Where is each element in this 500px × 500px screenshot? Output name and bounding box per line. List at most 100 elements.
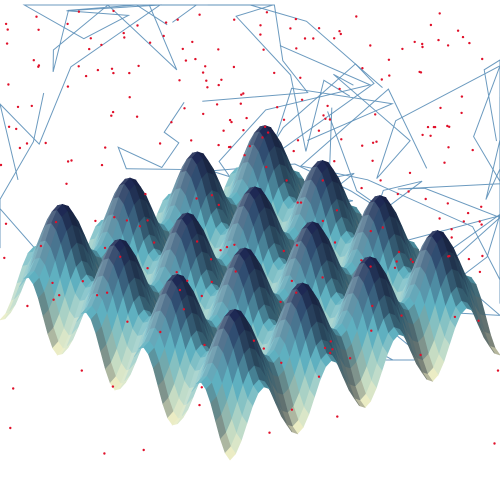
- dot: [5, 42, 9, 45]
- dot: [158, 142, 162, 145]
- dot: [204, 65, 207, 68]
- dot: [0, 163, 3, 167]
- dot: [181, 47, 184, 51]
- dot: [295, 47, 298, 50]
- dot: [30, 104, 33, 108]
- dot: [375, 140, 378, 143]
- dot: [111, 385, 115, 388]
- dot: [26, 304, 29, 308]
- dot: [481, 254, 484, 258]
- dot: [478, 220, 481, 223]
- dot: [94, 219, 97, 223]
- dot: [379, 179, 382, 182]
- dot: [371, 141, 375, 144]
- dot: [228, 118, 232, 122]
- wire-line: [397, 96, 500, 282]
- dot: [355, 15, 358, 18]
- dot: [371, 304, 374, 308]
- dot: [421, 42, 424, 46]
- dot: [234, 270, 237, 273]
- dot: [471, 148, 474, 152]
- dot: [138, 225, 142, 228]
- dot: [333, 160, 336, 163]
- dot: [66, 22, 69, 26]
- dot: [321, 276, 324, 279]
- dot: [96, 68, 100, 72]
- dot: [294, 17, 298, 21]
- dot: [361, 144, 364, 147]
- dot: [112, 71, 115, 75]
- dot: [266, 131, 270, 134]
- dot: [317, 375, 321, 378]
- dot: [426, 125, 430, 129]
- dot: [198, 13, 201, 16]
- dot: [35, 15, 38, 18]
- dot: [387, 58, 391, 61]
- dot: [233, 18, 236, 21]
- dot: [191, 40, 194, 44]
- dot: [413, 40, 416, 44]
- dot: [242, 129, 245, 132]
- dot: [200, 386, 203, 389]
- dot: [25, 142, 29, 145]
- wire-line: [52, 4, 383, 88]
- dot: [450, 236, 453, 239]
- dot: [467, 257, 471, 261]
- dot: [295, 291, 298, 294]
- dot: [144, 192, 147, 196]
- dot: [280, 361, 283, 364]
- dot: [205, 79, 208, 82]
- dot: [480, 223, 483, 226]
- dot: [460, 95, 464, 98]
- dot: [448, 125, 451, 128]
- dot: [194, 57, 197, 61]
- scatter-dots: [0, 9, 500, 455]
- dot: [44, 141, 47, 145]
- dot: [437, 38, 440, 42]
- dot: [329, 340, 332, 343]
- dot: [7, 83, 10, 86]
- dot: [419, 353, 422, 357]
- dot: [296, 139, 300, 142]
- dot: [439, 106, 442, 110]
- dot: [447, 255, 450, 258]
- dot: [462, 220, 465, 223]
- dot: [326, 104, 329, 108]
- dot: [259, 24, 262, 27]
- dot: [273, 71, 276, 75]
- dot: [210, 280, 213, 284]
- dot: [361, 67, 364, 70]
- dot: [446, 124, 449, 128]
- dot: [66, 85, 70, 88]
- dot: [292, 149, 295, 153]
- dot: [54, 220, 58, 224]
- dot: [421, 45, 424, 49]
- dot: [262, 48, 265, 51]
- dot: [328, 118, 332, 121]
- dot: [400, 314, 403, 317]
- dot: [229, 145, 232, 149]
- dot: [4, 22, 8, 26]
- dot: [100, 163, 104, 167]
- dot: [37, 65, 40, 69]
- dot: [37, 28, 40, 31]
- dot: [299, 201, 303, 204]
- dot: [84, 74, 88, 78]
- dot: [460, 111, 463, 115]
- dot: [438, 12, 441, 15]
- dot: [340, 138, 343, 141]
- dot: [137, 64, 140, 68]
- dot: [468, 41, 471, 45]
- dot: [65, 182, 68, 185]
- dot: [203, 343, 206, 347]
- dot: [32, 59, 35, 62]
- dot: [39, 244, 43, 248]
- dot: [393, 266, 397, 269]
- dot: [88, 47, 91, 51]
- surface: [0, 125, 500, 461]
- dot: [374, 113, 377, 116]
- dot: [202, 112, 205, 116]
- dot: [438, 217, 441, 220]
- dot: [220, 78, 223, 82]
- dot: [300, 98, 304, 102]
